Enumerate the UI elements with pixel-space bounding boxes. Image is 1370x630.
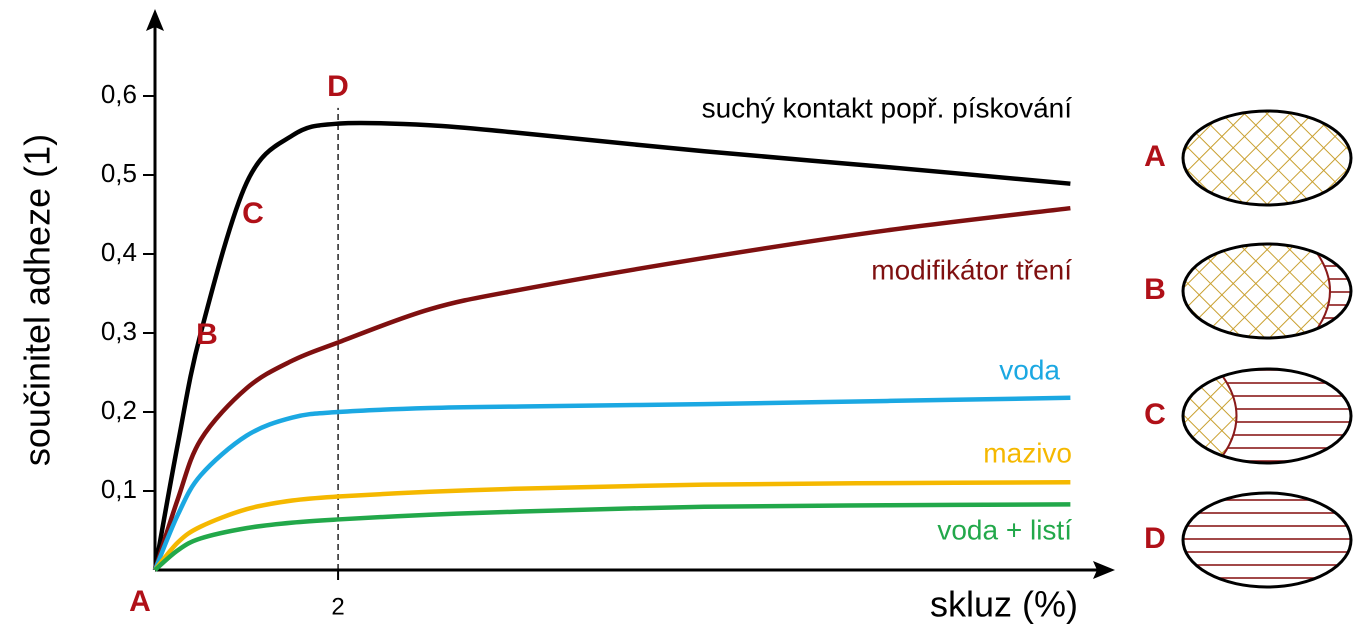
y-tick-label: 0,4: [101, 237, 137, 267]
y-axis-arrow: [146, 9, 164, 31]
series-line: [152, 120, 1071, 571]
diagram-label: C: [1144, 398, 1166, 431]
slip-zone: [1183, 493, 1351, 587]
series-line: [153, 502, 1071, 572]
series-label: mazivo: [983, 437, 1072, 468]
series-line: [152, 395, 1071, 571]
y-tick-label: 0,3: [101, 316, 137, 346]
series-label: voda: [999, 354, 1060, 385]
contact-outline: [1181, 367, 1353, 465]
point-annotation: C: [242, 197, 264, 230]
point-annotation: B: [196, 318, 218, 351]
y-axis-label: součinitel adheze (1): [17, 134, 58, 466]
contact-ellipse: [1183, 111, 1351, 205]
x-axis-arrow: [1093, 561, 1115, 579]
series-label: modifikátor tření: [871, 254, 1072, 285]
contact-diagrams: [1181, 109, 1353, 589]
point-annotation: D: [327, 70, 349, 103]
y-tick-label: 0,5: [101, 158, 137, 188]
series-line: [153, 480, 1071, 572]
contact-outline: [1181, 109, 1353, 207]
diagram-label: A: [1144, 140, 1166, 173]
point-annotation: A: [129, 585, 151, 618]
diagram-label: B: [1144, 273, 1166, 306]
contact-outline: [1181, 242, 1353, 340]
x-axis-label: skluz (%): [930, 584, 1078, 625]
diagram-label: D: [1144, 522, 1166, 555]
y-tick-label: 0,6: [101, 79, 137, 109]
x-tick-label: 2: [331, 593, 344, 620]
contact-outline: [1181, 491, 1353, 589]
stick-zone: [1183, 244, 1331, 338]
series-label: suchý kontakt popř. pískování: [702, 92, 1073, 123]
series-label: voda + listí: [937, 514, 1072, 545]
y-tick-label: 0,2: [101, 395, 137, 425]
series-line: [152, 205, 1071, 571]
y-tick-label: 0,1: [101, 474, 137, 504]
